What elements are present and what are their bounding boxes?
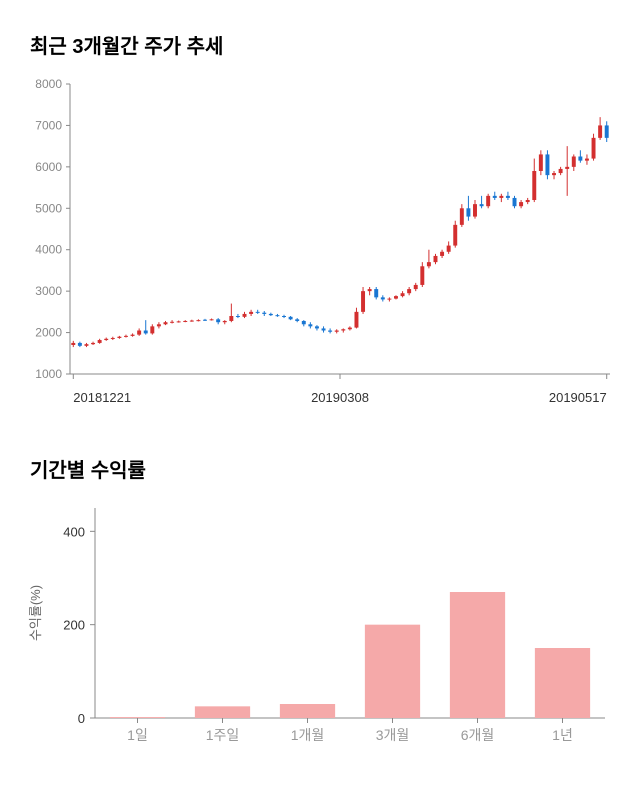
svg-text:2000: 2000 <box>35 326 62 340</box>
svg-text:5000: 5000 <box>35 201 62 215</box>
svg-text:0: 0 <box>78 711 85 726</box>
svg-text:1000: 1000 <box>35 367 62 381</box>
svg-text:1개월: 1개월 <box>291 727 325 743</box>
svg-text:6000: 6000 <box>35 160 62 174</box>
svg-text:1일: 1일 <box>127 727 148 743</box>
svg-text:20181221: 20181221 <box>73 390 131 405</box>
chart1-title: 최근 3개월간 주가 추세 <box>30 30 620 59</box>
svg-text:1년: 1년 <box>552 727 573 743</box>
bar-chart: 0 200 400 수익률(%) 1일 1주일 1개월 3개월 6개월 1년 <box>20 498 620 758</box>
svg-text:200: 200 <box>63 618 85 633</box>
svg-text:20190517: 20190517 <box>549 390 607 405</box>
svg-text:7000: 7000 <box>35 118 62 132</box>
svg-text:8000: 8000 <box>35 77 62 91</box>
svg-text:3000: 3000 <box>35 284 62 298</box>
svg-text:400: 400 <box>63 524 85 539</box>
svg-text:20190308: 20190308 <box>311 390 369 405</box>
svg-text:6개월: 6개월 <box>461 727 495 743</box>
chart2-title: 기간별 수익률 <box>30 454 620 483</box>
svg-text:1주일: 1주일 <box>206 727 240 743</box>
candlestick-chart: 1000 2000 3000 4000 5000 6000 7000 8000 20181221… <box>20 74 620 424</box>
svg-text:수익률(%): 수익률(%) <box>28 585 43 641</box>
svg-text:4000: 4000 <box>35 243 62 257</box>
svg-text:3개월: 3개월 <box>376 727 410 743</box>
